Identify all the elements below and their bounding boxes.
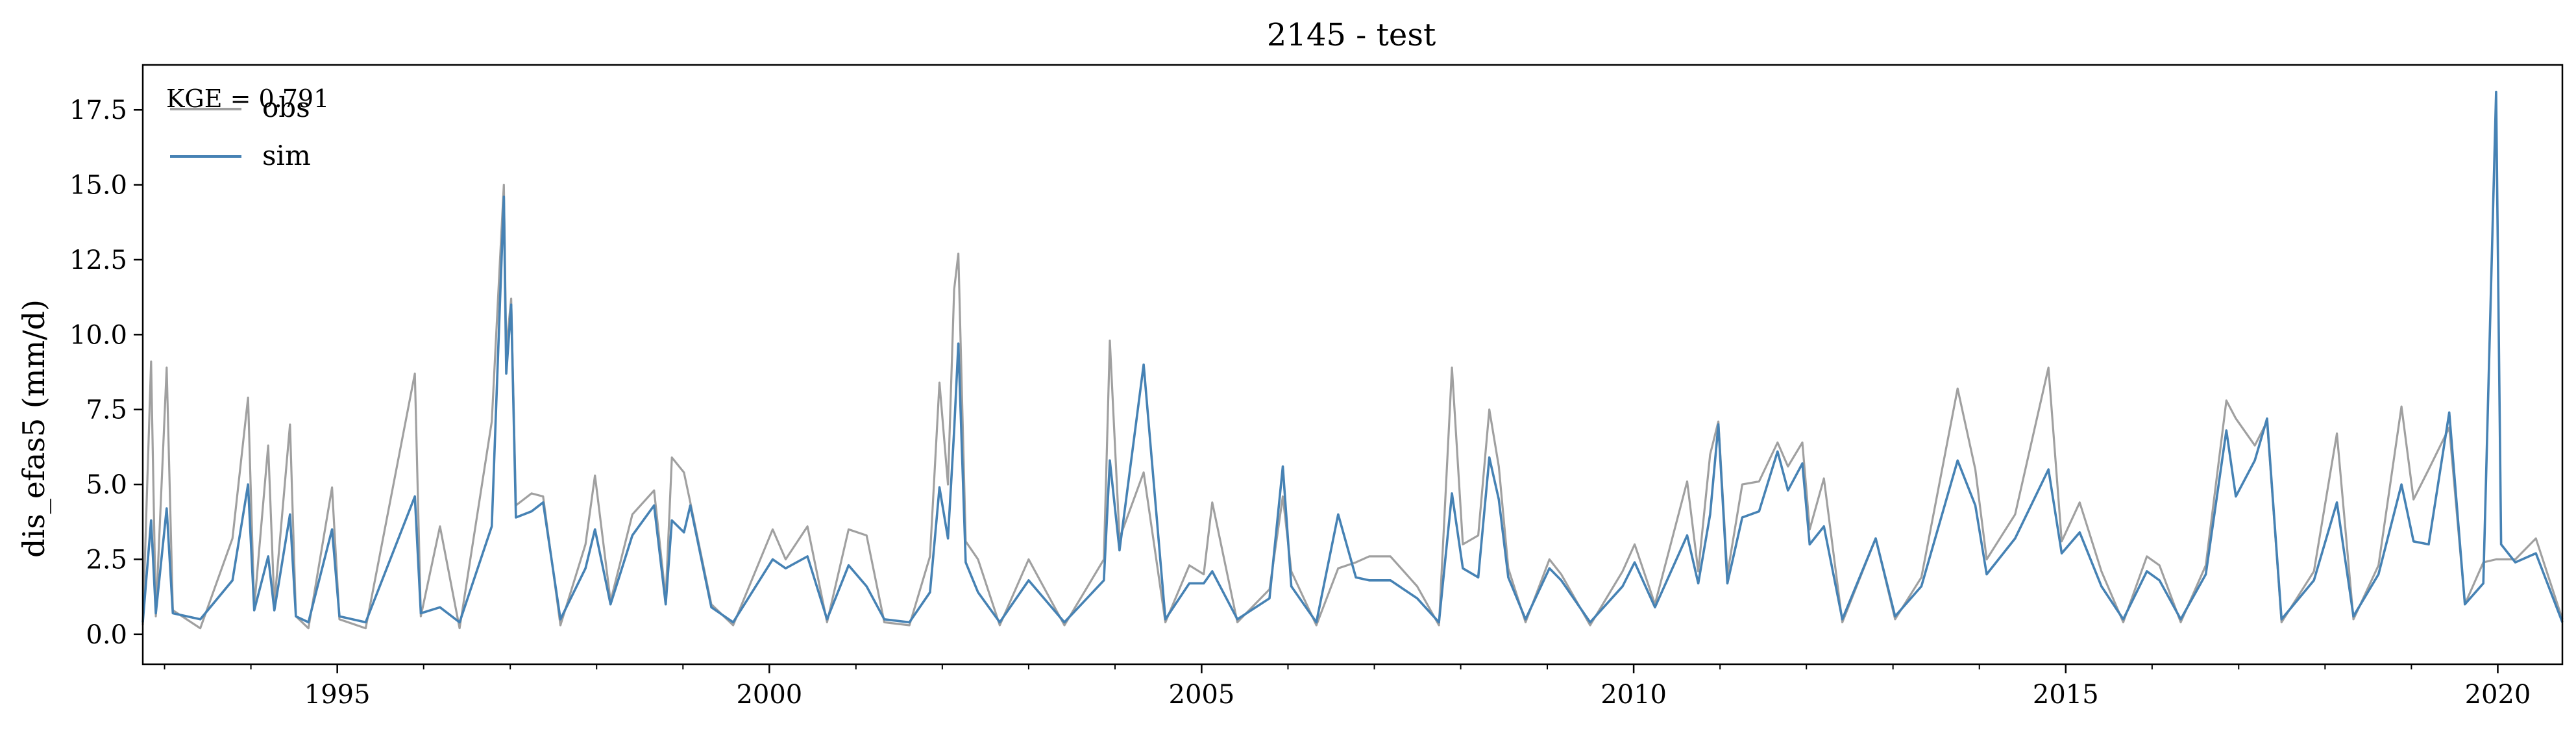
x-tick-label: 2000 <box>736 680 802 710</box>
plot-frame <box>141 64 2564 666</box>
y-tick-label: 10.0 <box>69 320 127 350</box>
y-tick-label: 7.5 <box>86 395 127 425</box>
y-tick-label: 12.5 <box>69 245 127 275</box>
y-tick-label: 15.0 <box>69 171 127 201</box>
y-tick-label: 0.0 <box>86 620 127 650</box>
x-tick-label: 2010 <box>1601 680 1667 710</box>
x-tick-label: 2005 <box>1169 680 1235 710</box>
y-tick-label: 17.5 <box>69 95 127 125</box>
legend-sim-label: sim <box>262 140 311 171</box>
legend: obs sim <box>170 92 311 171</box>
y-axis: 0.0 2.5 5.0 7.5 10.0 12.5 15.0 17.5 <box>69 95 143 650</box>
x-tick-label: 1995 <box>304 680 371 710</box>
series-layer <box>141 90 2564 630</box>
kge-annotation: KGE = 0.791 <box>166 84 329 113</box>
x-tick-label: 2020 <box>2465 680 2531 710</box>
plot-area <box>141 64 2564 666</box>
y-tick-label: 2.5 <box>86 545 127 575</box>
x-axis: 1995 2000 2005 2010 2015 2020 <box>164 664 2531 710</box>
legend-obs-label: obs <box>262 92 310 123</box>
y-axis-label: dis_efas5 (mm/d) <box>16 299 51 558</box>
chart-title: 2145 - test <box>1267 17 1436 53</box>
x-tick-label: 2015 <box>2033 680 2099 710</box>
series-line-sim <box>141 90 2564 624</box>
y-tick-label: 5.0 <box>86 470 127 500</box>
